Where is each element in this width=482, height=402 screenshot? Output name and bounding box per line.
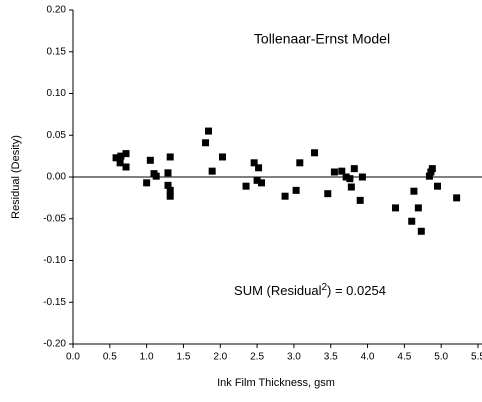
- point: [417, 227, 425, 235]
- point: [324, 190, 332, 198]
- y-tick-label: 0.05: [47, 130, 67, 141]
- point: [112, 154, 120, 162]
- point: [358, 173, 366, 181]
- x-tick-label: 3.0: [287, 352, 301, 363]
- point: [253, 176, 261, 184]
- point: [258, 179, 266, 187]
- point: [166, 186, 174, 194]
- point: [296, 159, 304, 167]
- annotation-text: ) = 0.0254: [327, 283, 386, 298]
- annotation-superscript: 2: [321, 282, 327, 293]
- point: [453, 194, 461, 202]
- point: [425, 172, 433, 180]
- annotation: SUM (Residual2) = 0.0254: [234, 282, 386, 299]
- x-tick-label: 5.5: [471, 352, 482, 363]
- point: [342, 173, 350, 181]
- point: [255, 164, 263, 172]
- x-tick-label: 2.5: [250, 352, 264, 363]
- x-tick-label: 4.0: [361, 352, 375, 363]
- y-tick-label: 0.15: [47, 46, 67, 57]
- x-tick-label: 3.5: [324, 352, 338, 363]
- point: [208, 167, 216, 175]
- point: [414, 204, 422, 212]
- x-tick-label: 1.0: [140, 352, 154, 363]
- y-tick-label: -0.10: [43, 255, 66, 266]
- point: [392, 204, 400, 212]
- y-tick-label: -0.05: [43, 213, 66, 224]
- point: [350, 165, 358, 173]
- point: [117, 152, 125, 160]
- y-axis-label: Residual (Desity): [10, 135, 22, 219]
- x-tick-label: 0.5: [103, 352, 117, 363]
- point: [434, 182, 441, 190]
- x-axis-label: Ink Film Thickness, gsm: [217, 377, 335, 389]
- annotation-text: SUM (Residual: [234, 283, 322, 298]
- point: [346, 175, 354, 183]
- y-tick-label: 0.10: [47, 88, 67, 99]
- point: [250, 159, 258, 167]
- point: [164, 169, 172, 177]
- point: [311, 149, 319, 157]
- y-tick-label: -0.20: [43, 339, 66, 350]
- point: [218, 153, 226, 161]
- point: [281, 192, 289, 200]
- x-tick-label: 2.0: [213, 352, 227, 363]
- x-tick-label: 4.5: [397, 352, 411, 363]
- point: [204, 127, 212, 135]
- point: [164, 181, 172, 189]
- point: [330, 168, 338, 176]
- y-tick-label: 0.20: [47, 5, 67, 16]
- x-tick-label: 0.0: [66, 352, 80, 363]
- point: [122, 150, 130, 158]
- point: [292, 186, 300, 194]
- chart-title: Tollenaar-Ernst Model: [254, 31, 390, 47]
- point: [122, 163, 130, 171]
- point: [242, 182, 250, 190]
- point: [347, 183, 355, 191]
- point: [410, 187, 418, 195]
- point: [146, 156, 154, 164]
- x-tick-label: 1.5: [177, 352, 191, 363]
- point: [166, 153, 174, 161]
- point: [202, 139, 210, 147]
- point: [408, 217, 416, 225]
- point: [356, 196, 364, 204]
- y-tick-label: 0.00: [47, 172, 67, 183]
- y-tick-label: -0.15: [43, 297, 66, 308]
- point: [143, 179, 151, 187]
- point: [338, 167, 346, 175]
- point: [152, 172, 160, 180]
- point: [166, 192, 174, 200]
- point: [116, 159, 124, 167]
- x-tick-label: 5.0: [434, 352, 448, 363]
- point: [428, 165, 436, 173]
